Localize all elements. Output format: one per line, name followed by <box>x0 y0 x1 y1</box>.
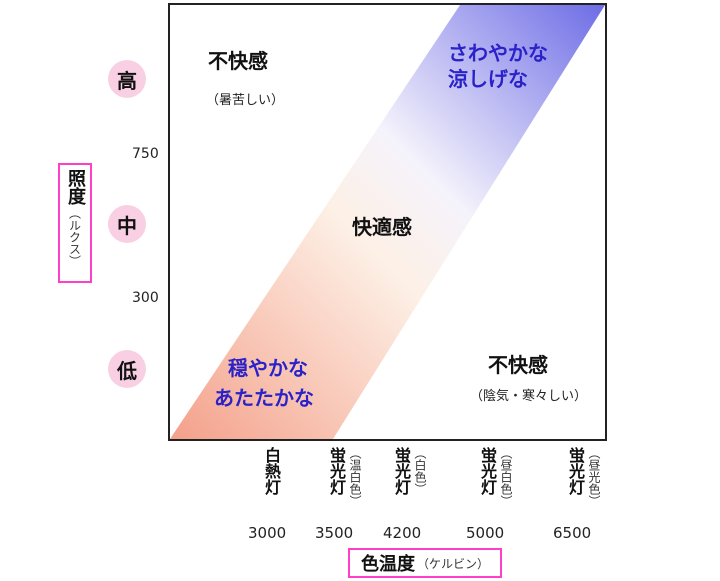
comfort-band <box>170 5 605 439</box>
y-tick-300: 300 <box>132 290 159 306</box>
x-axis-unit: （ケルビン） <box>416 556 489 571</box>
y-axis-unit: （ルクス） <box>67 207 82 267</box>
region-uncomfortable-hot-title: 不快感 <box>208 49 268 73</box>
region-uncomfortable-cold-note: （陰気・寒々しい） <box>470 389 588 404</box>
region-uncomfortable-cold-title: 不快感 <box>488 353 548 377</box>
y-axis-title: 照度 <box>65 169 86 205</box>
lamp-label-4: 蛍光灯 （昼白色） <box>478 447 515 507</box>
kelvin-6500: 6500 <box>553 524 592 542</box>
kelvin-3000: 3000 <box>248 524 287 542</box>
x-axis-title: 色温度 <box>360 554 415 575</box>
kelvin-3500: 3500 <box>315 524 354 542</box>
lamp-note: （白色） <box>413 447 427 495</box>
lamp-label-3: 蛍光灯 （白色） <box>392 447 429 495</box>
region-warm-line1: 穏やかな <box>228 356 308 380</box>
region-cool-line1: さわやかな <box>448 41 548 65</box>
region-comfortable-title: 快適感 <box>352 215 412 239</box>
lamp-name: 白熱灯 <box>262 447 281 495</box>
y-axis-title-box: 照度 （ルクス） <box>58 163 92 283</box>
level-low: 低 <box>108 350 146 388</box>
region-cool-line2: 涼しげな <box>448 67 528 91</box>
lamp-name: 蛍光灯 <box>566 447 585 495</box>
lamp-label-2: 蛍光灯 （温白色） <box>327 447 364 507</box>
lamp-label-5: 蛍光灯 （昼光色） <box>566 447 603 507</box>
lamp-name: 蛍光灯 <box>478 447 497 495</box>
lamp-note: （昼光色） <box>587 447 601 507</box>
lamp-note: （温白色） <box>348 447 362 507</box>
kelvin-4200: 4200 <box>383 524 422 542</box>
x-axis-title-box: 色温度 （ケルビン） <box>348 548 502 578</box>
kelvin-5000: 5000 <box>466 524 505 542</box>
lamp-note: （昼白色） <box>499 447 513 507</box>
y-tick-750: 750 <box>132 146 159 162</box>
level-high: 高 <box>108 60 146 98</box>
diagram-plot: 不快感 （暑苦しい） さわやかな 涼しげな 快適感 穏やかな あたたかな 不快感… <box>168 3 607 441</box>
lamp-label-1: 白熱灯 <box>262 447 281 495</box>
level-medium: 中 <box>108 205 146 243</box>
comfort-band-shape <box>170 5 605 439</box>
region-warm-line2: あたたかな <box>214 386 314 410</box>
lamp-name: 蛍光灯 <box>392 447 411 495</box>
region-uncomfortable-hot-note: （暑苦しい） <box>206 93 285 108</box>
lamp-name: 蛍光灯 <box>327 447 346 495</box>
